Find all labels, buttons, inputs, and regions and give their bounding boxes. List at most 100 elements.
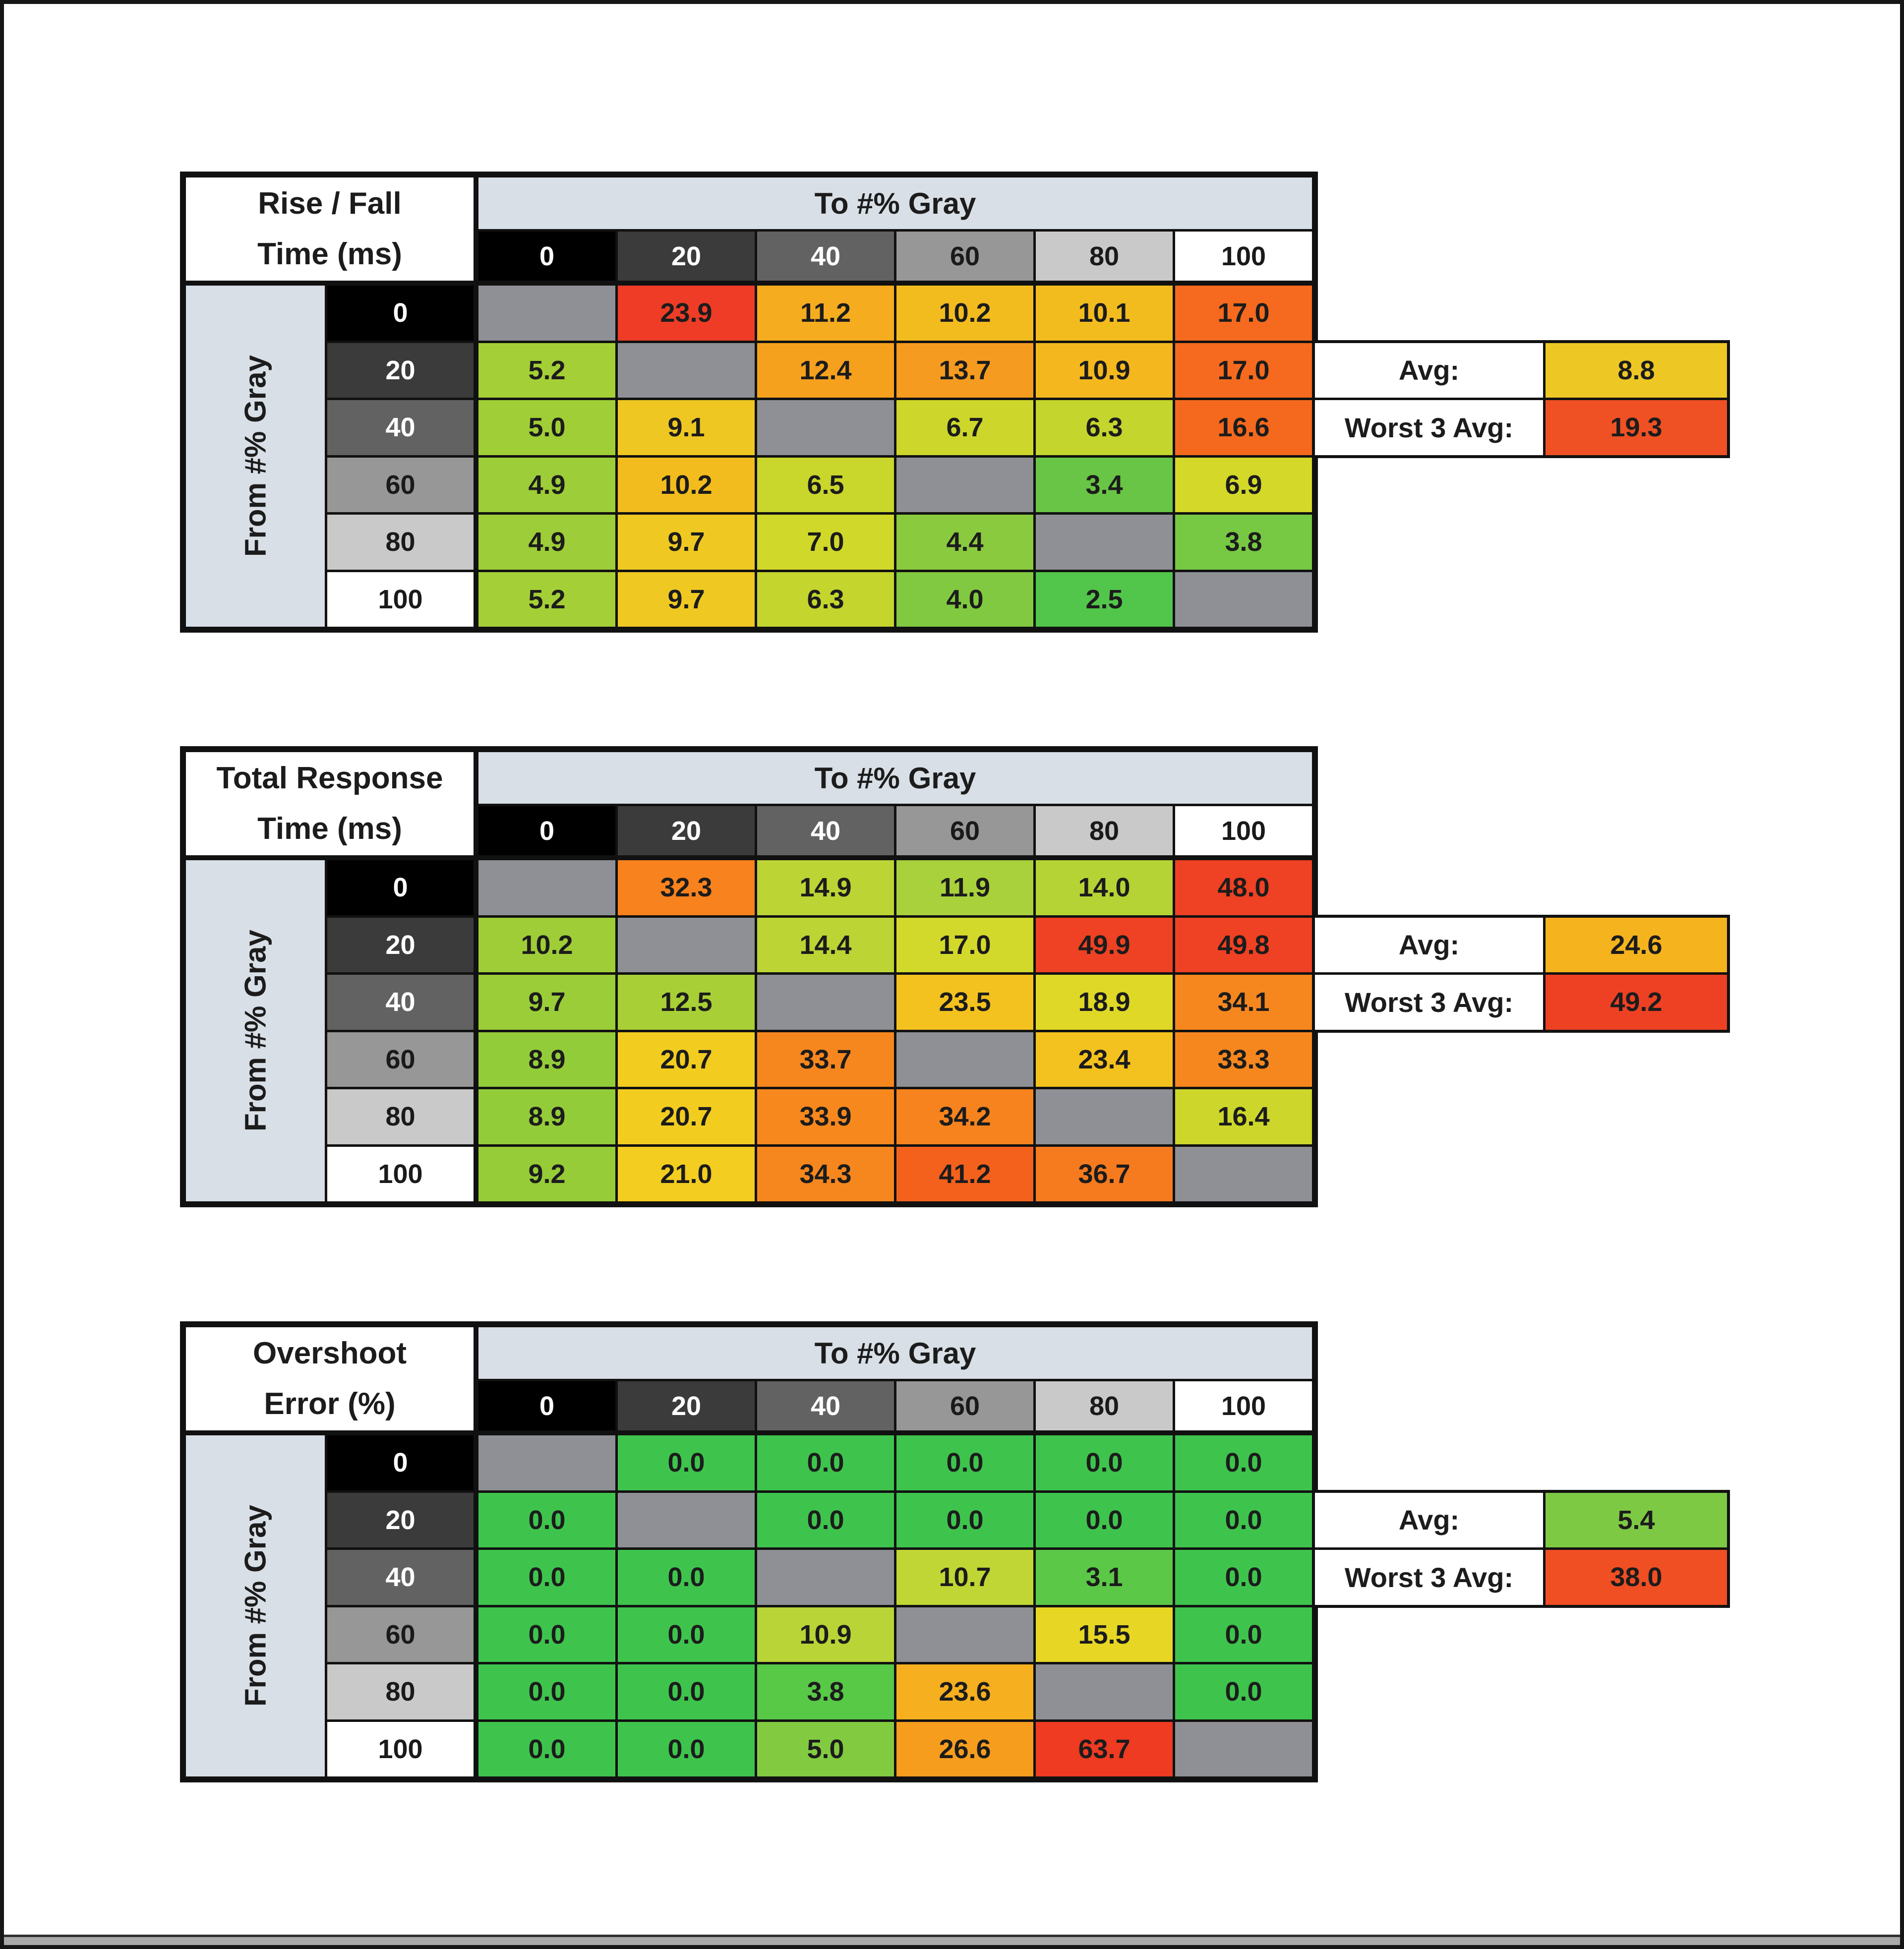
- avg-value-overshoot: 5.4: [1546, 1492, 1727, 1547]
- table-overshoot: Overshoot Error (%) To #% Gray 0 20 40 60 80 100…: [180, 1321, 1318, 1782]
- row-key-80: 80: [327, 1664, 476, 1719]
- row-key-100: 100: [327, 572, 476, 627]
- cell-from0-to60: 0.0: [896, 1435, 1033, 1490]
- cell-from20-to60: 0.0: [896, 1492, 1033, 1547]
- cell-from60-to0: 0.0: [478, 1607, 615, 1662]
- cell-from20-to40: 0.0: [757, 1492, 894, 1547]
- row-key-40: 40: [327, 1550, 476, 1605]
- table-title-rise-fall: Rise / Fall Time (ms): [186, 177, 476, 283]
- cell-from40-to20: 12.5: [618, 975, 755, 1030]
- cell-from100-to60: 26.6: [896, 1721, 1033, 1776]
- row-key-60: 60: [327, 1032, 476, 1087]
- row-key-0: 0: [327, 860, 476, 915]
- cell-from20-to80: 0.0: [1036, 1492, 1173, 1547]
- col-key-40: 40: [757, 1381, 894, 1433]
- row-key-20: 20: [327, 1492, 476, 1547]
- col-key-100: 100: [1175, 1381, 1312, 1433]
- cell-from40-to100: 34.1: [1175, 975, 1312, 1030]
- cell-from40-to60: 10.7: [896, 1550, 1033, 1605]
- window-bottom-edge: [4, 1935, 1900, 1945]
- cell-from100-to40: 34.3: [757, 1146, 894, 1201]
- cell-from20-to0: 10.2: [478, 917, 615, 972]
- row-key-20: 20: [327, 917, 476, 972]
- row-key-40: 40: [327, 400, 476, 455]
- cell-from100-to0: 5.2: [478, 572, 615, 627]
- cell-from60-to80: 3.4: [1036, 457, 1173, 512]
- table-title-total-response: Total Response Time (ms): [186, 752, 476, 858]
- cell-from60-to40: 6.5: [757, 457, 894, 512]
- cell-from0-to40: 0.0: [757, 1435, 894, 1490]
- diagonal-cell-from0-to0: [478, 1435, 615, 1490]
- cell-from40-to20: 0.0: [618, 1550, 755, 1605]
- diagonal-cell-from60-to60: [896, 1032, 1033, 1087]
- cell-from0-to100: 48.0: [1175, 860, 1312, 915]
- cell-from0-to100: 17.0: [1175, 286, 1312, 341]
- cell-from80-to0: 0.0: [478, 1664, 615, 1719]
- cell-from40-to0: 5.0: [478, 400, 615, 455]
- cell-from40-to20: 9.1: [618, 400, 755, 455]
- cell-from60-to20: 0.0: [618, 1607, 755, 1662]
- cell-from60-to20: 20.7: [618, 1032, 755, 1087]
- col-key-20: 20: [618, 232, 755, 283]
- row-key-80: 80: [327, 515, 476, 570]
- col-key-100: 100: [1175, 806, 1312, 858]
- col-key-0: 0: [478, 806, 615, 858]
- cell-from60-to40: 10.9: [757, 1607, 894, 1662]
- table-title-line2: Error (%): [264, 1387, 396, 1421]
- cell-from40-to0: 0.0: [478, 1550, 615, 1605]
- diagonal-cell-from100-to100: [1175, 572, 1312, 627]
- worst3-value-total-response: 49.2: [1546, 975, 1727, 1030]
- cell-from80-to40: 7.0: [757, 515, 894, 570]
- cell-from80-to60: 34.2: [896, 1089, 1033, 1144]
- table-title-line1: Rise / Fall: [258, 186, 402, 221]
- worst3-label: Worst 3 Avg:: [1315, 400, 1543, 455]
- col-key-60: 60: [896, 232, 1033, 283]
- diagonal-cell-from0-to0: [478, 860, 615, 915]
- cell-from100-to0: 9.2: [478, 1146, 615, 1201]
- col-key-80: 80: [1036, 232, 1173, 283]
- cell-from100-to60: 4.0: [896, 572, 1033, 627]
- avg-value-rise-fall: 8.8: [1546, 343, 1727, 398]
- diagonal-cell-from0-to0: [478, 286, 615, 341]
- cell-from0-to60: 10.2: [896, 286, 1033, 341]
- cell-from40-to80: 18.9: [1036, 975, 1173, 1030]
- avg-label: Avg:: [1315, 1492, 1543, 1547]
- cell-from0-to100: 0.0: [1175, 1435, 1312, 1490]
- cell-from20-to100: 0.0: [1175, 1492, 1312, 1547]
- cell-from60-to40: 33.7: [757, 1032, 894, 1087]
- avg-label: Avg:: [1315, 917, 1543, 972]
- cell-from40-to60: 6.7: [896, 400, 1033, 455]
- diagonal-cell-from40-to40: [757, 975, 894, 1030]
- cell-from80-to60: 4.4: [896, 515, 1033, 570]
- table-rise-fall: Rise / Fall Time (ms) To #% Gray 0 20 40 60 80 1…: [180, 172, 1318, 633]
- cell-from40-to60: 23.5: [896, 975, 1033, 1030]
- cell-from20-to60: 17.0: [896, 917, 1033, 972]
- col-key-40: 40: [757, 806, 894, 858]
- cell-from40-to0: 9.7: [478, 975, 615, 1030]
- avg-value-total-response: 24.6: [1546, 917, 1727, 972]
- row-key-100: 100: [327, 1146, 476, 1201]
- stats-block-total-response: Avg: 24.6 Worst 3 Avg: 49.2: [1312, 914, 1730, 1033]
- diagonal-cell-from80-to80: [1036, 1664, 1173, 1719]
- cell-from20-to0: 5.2: [478, 343, 615, 398]
- diagonal-cell-from100-to100: [1175, 1146, 1312, 1201]
- cell-from20-to40: 14.4: [757, 917, 894, 972]
- table-title-line1: Total Response: [216, 761, 443, 795]
- diagonal-cell-from40-to40: [757, 1550, 894, 1605]
- cell-from100-to20: 0.0: [618, 1721, 755, 1776]
- cell-from100-to0: 0.0: [478, 1721, 615, 1776]
- cell-from20-to80: 49.9: [1036, 917, 1173, 972]
- diagonal-cell-from20-to20: [618, 917, 755, 972]
- diagonal-cell-from40-to40: [757, 400, 894, 455]
- diagonal-cell-from60-to60: [896, 1607, 1033, 1662]
- cell-from80-to0: 4.9: [478, 515, 615, 570]
- from-gray-header: From #% Gray: [186, 286, 325, 627]
- table-title-line1: Overshoot: [252, 1336, 407, 1370]
- col-key-100: 100: [1175, 232, 1312, 283]
- row-key-40: 40: [327, 975, 476, 1030]
- cell-from80-to20: 20.7: [618, 1089, 755, 1144]
- cell-from80-to40: 33.9: [757, 1089, 894, 1144]
- diagonal-cell-from80-to80: [1036, 515, 1173, 570]
- cell-from100-to40: 5.0: [757, 1721, 894, 1776]
